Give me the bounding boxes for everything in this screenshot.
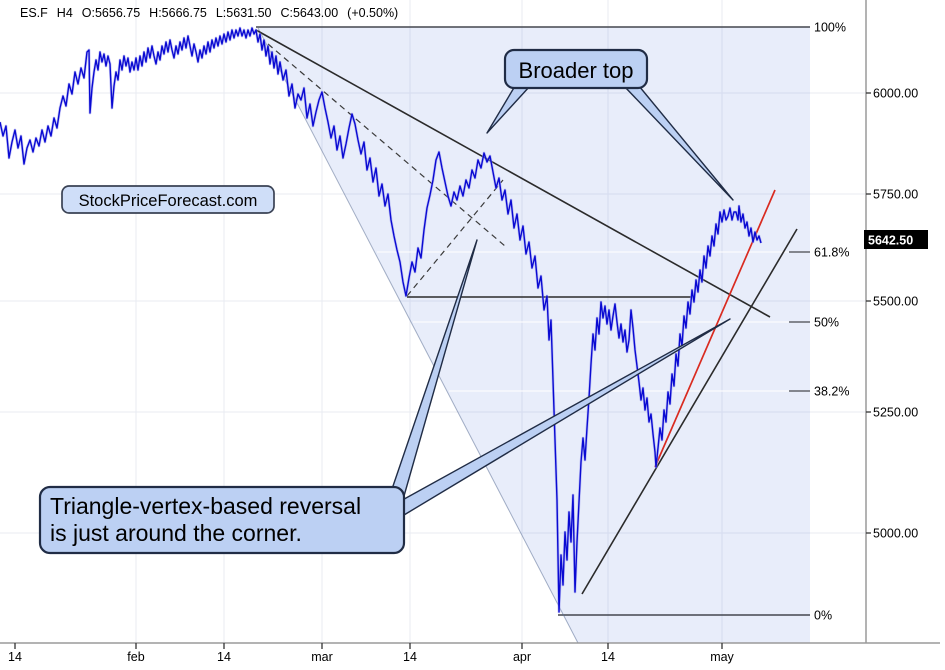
price-series-layer <box>0 26 763 614</box>
broader-top-callout-label: Broader top <box>519 58 634 83</box>
watermark: StockPriceForecast.com <box>61 185 275 214</box>
broader-top-callout-box <box>503 48 649 90</box>
fib-level-label: 50% <box>814 316 839 330</box>
fib-level-label: 100% <box>814 21 846 35</box>
reversal-callout: Triangle-vertex-based reversal is just a… <box>38 485 406 555</box>
price-axis-label: 5000.00 <box>873 527 918 541</box>
symbol-label: ES.F <box>20 6 48 20</box>
time-axis-label: may <box>710 650 734 664</box>
watermark-label: StockPriceForecast.com <box>79 192 258 210</box>
timeframe-label: H4 <box>57 6 73 20</box>
close-value: C:5643.00 <box>280 6 338 20</box>
price-axis-label: 6000.00 <box>873 87 918 101</box>
broader-top-callout: Broader top <box>503 48 649 90</box>
time-axis-label: apr <box>513 650 531 664</box>
reversal-callout-box <box>38 485 406 555</box>
price-axis-label: 5250.00 <box>873 406 918 420</box>
high-value: H:5666.75 <box>149 6 207 20</box>
time-axis-label: 14 <box>601 650 615 664</box>
price-line <box>0 27 762 613</box>
time-axis-label: feb <box>127 650 144 664</box>
shade-left-edge <box>257 27 579 644</box>
fib-level-label: 0% <box>814 609 832 623</box>
change-value: (+0.50%) <box>347 6 398 20</box>
fib-level-label: 38.2% <box>814 385 849 399</box>
watermark-box <box>61 185 275 214</box>
dashed-ascending-line <box>406 179 504 297</box>
fib-level-label: 61.8% <box>814 246 849 260</box>
time-axis-label: 14 <box>217 650 231 664</box>
last-price-badge <box>864 230 928 249</box>
price-axis-label: 5500.00 <box>873 295 918 309</box>
ohlc-header: ES.F H4 O:5656.75 H:5666.75 L:5631.50 C:5643.… <box>20 6 398 20</box>
time-axis-label: mar <box>311 650 333 664</box>
reversal-callout-line2: is just around the corner. <box>50 520 302 546</box>
time-axis-label: 14 <box>403 650 417 664</box>
descending-trendline <box>255 29 771 318</box>
price-axis-label: 5750.00 <box>873 188 918 202</box>
rising-wedge-line <box>581 228 798 595</box>
callout-tails-layer <box>391 85 734 516</box>
triangle-shade-layer <box>258 27 810 643</box>
open-value: O:5656.75 <box>82 6 140 20</box>
last-price-badge-label: 5642.50 <box>868 234 913 248</box>
descending-triangle-shade <box>258 27 810 643</box>
time-axis-label: 14 <box>8 650 22 664</box>
low-value: L:5631.50 <box>216 6 272 20</box>
reversal-callout-line1: Triangle-vertex-based reversal <box>50 493 361 519</box>
